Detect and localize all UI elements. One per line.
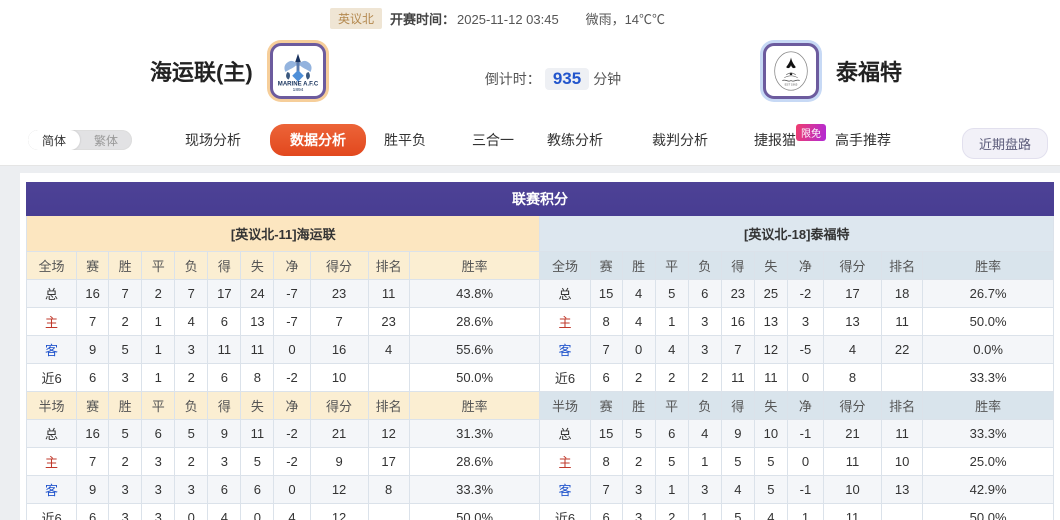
svg-text:MARINE A.F.C: MARINE A.F.C (277, 81, 318, 87)
svg-text:EST 1965: EST 1965 (785, 82, 798, 86)
svg-text:1894: 1894 (292, 87, 303, 93)
